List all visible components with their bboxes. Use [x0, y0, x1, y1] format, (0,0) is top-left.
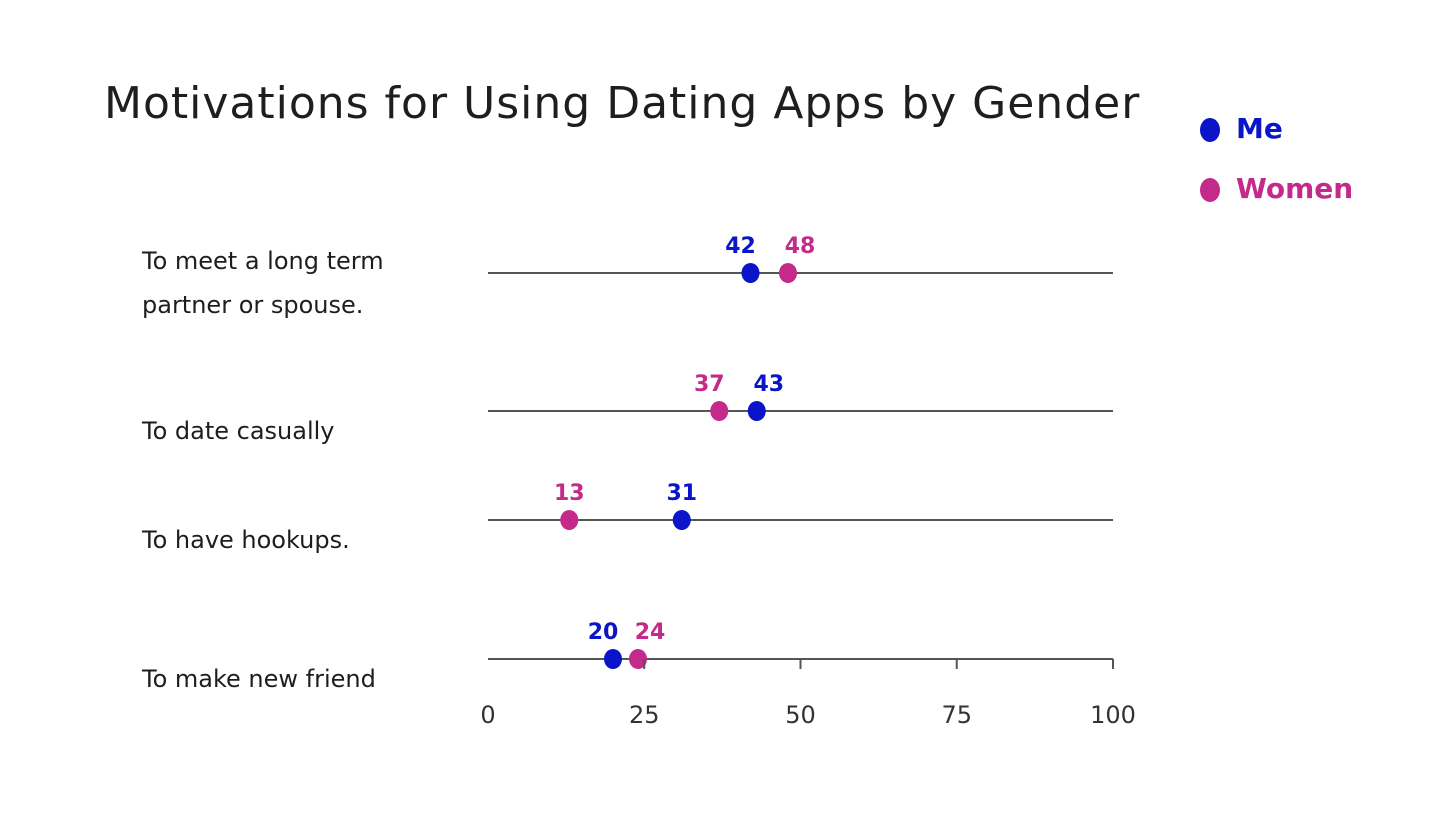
- data-label-women-3: 24: [635, 620, 666, 645]
- x-tick-label-0: 0: [480, 701, 495, 729]
- data-label-me-1: 43: [753, 372, 784, 397]
- dot-women-0: [779, 263, 797, 283]
- dot-me-2: [672, 510, 691, 530]
- category-label-1-0: To date casually: [141, 417, 335, 445]
- category-label-2-0: To have hookups.: [141, 526, 350, 554]
- dot-me-0: [741, 263, 760, 283]
- legend-label-0: Me: [1236, 112, 1283, 145]
- dot-women-2: [560, 510, 579, 530]
- data-label-women-0: 48: [785, 234, 816, 259]
- legend: Me Women: [1200, 112, 1353, 205]
- x-tick-label-2: 50: [785, 701, 816, 729]
- x-tick-label-1: 25: [629, 701, 660, 729]
- category-label-0-1: partner or spouse.: [142, 291, 363, 319]
- data-label-me-2: 31: [666, 481, 697, 506]
- category-label-0-0: To meet a long term: [141, 247, 384, 275]
- x-axis: 0 25 50 75 100: [480, 659, 1136, 729]
- category-rows: To meet a long term partner or spouse. 42 4…: [141, 234, 1113, 693]
- data-label-me-3: 20: [588, 620, 619, 645]
- legend-label-1: Women: [1236, 172, 1353, 205]
- legend-marker-1: [1200, 178, 1220, 202]
- dot-women-3: [629, 649, 647, 669]
- x-tick-label-3: 75: [941, 701, 972, 729]
- data-label-me-0: 42: [725, 234, 756, 259]
- dot-women-1: [710, 401, 729, 421]
- dot-me-1: [747, 401, 766, 421]
- x-tick-label-4: 100: [1090, 701, 1136, 729]
- category-label-3-0: To make new friend: [141, 665, 376, 693]
- legend-marker-0: [1200, 118, 1220, 142]
- data-label-women-2: 13: [554, 481, 585, 506]
- chart-title: Motivations for Using Dating Apps by Gen…: [104, 78, 1140, 129]
- dot-me-3: [604, 649, 622, 669]
- data-label-women-1: 37: [694, 372, 725, 397]
